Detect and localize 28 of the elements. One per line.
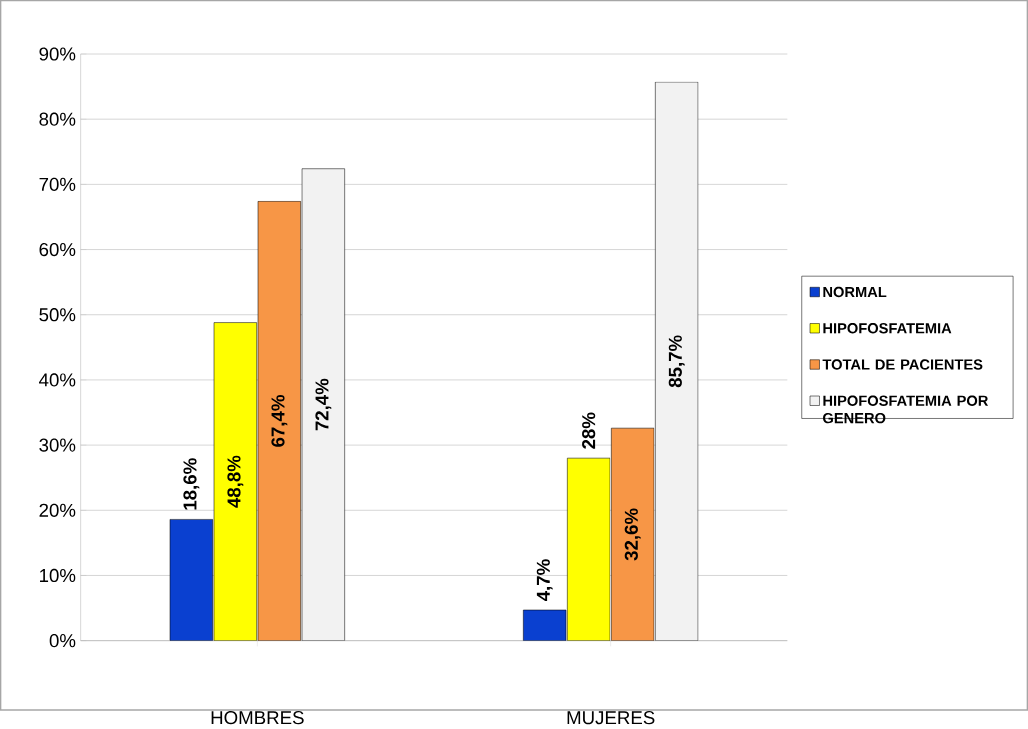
legend-label: TOTAL DE PACIENTES	[822, 359, 983, 370]
data-label: 67,4%	[271, 395, 288, 447]
x-tick-label: HOMBRES	[211, 711, 304, 725]
bar	[213, 322, 257, 641]
y-tick-label: 80%	[39, 112, 76, 126]
legend-label: HIPOFOSFATEMIA POR GENERO	[823, 395, 989, 424]
y-tick-label: 10%	[40, 568, 76, 583]
y-tick-label: 40%	[39, 373, 76, 387]
legend-label: NORMAL	[823, 287, 887, 298]
legend-label: HIPOFOSFATEMIA	[823, 323, 952, 334]
bar	[523, 609, 567, 641]
data-label: 4,7%	[536, 559, 553, 602]
y-tick-label: 50%	[39, 308, 76, 322]
data-label: 85,7%	[668, 335, 685, 388]
x-tick-label: MUJERES	[567, 711, 655, 725]
bar	[567, 458, 611, 641]
data-label: 28%	[582, 412, 596, 449]
data-label: 72,4%	[315, 378, 332, 431]
data-label: 48,8%	[227, 455, 244, 508]
y-tick-label: 90%	[39, 47, 76, 61]
y-tick-label: 0%	[49, 634, 76, 648]
data-label: 18,6%	[183, 458, 200, 510]
bar	[169, 519, 213, 641]
y-tick-label: 30%	[39, 438, 76, 452]
y-tick-label: 60%	[39, 243, 76, 257]
data-label: 32,6%	[624, 508, 641, 561]
y-tick-label: 20%	[39, 503, 76, 518]
y-tick-label: 70%	[39, 177, 76, 192]
